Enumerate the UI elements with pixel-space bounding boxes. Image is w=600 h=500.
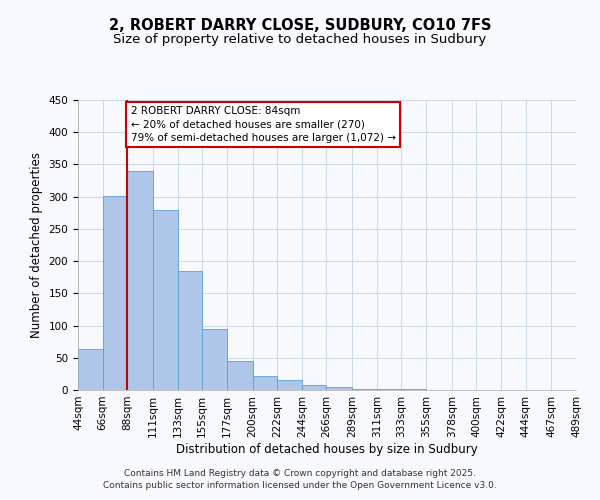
- Bar: [178, 271, 202, 390]
- Text: Contains public sector information licensed under the Open Government Licence v3: Contains public sector information licen…: [103, 481, 497, 490]
- Bar: [253, 376, 277, 390]
- Bar: [78, 350, 103, 390]
- Text: Contains HM Land Registry data © Crown copyright and database right 2025.: Contains HM Land Registry data © Crown c…: [124, 468, 476, 477]
- Y-axis label: Number of detached properties: Number of detached properties: [30, 152, 43, 338]
- Bar: [103, 196, 127, 390]
- Bar: [127, 171, 153, 390]
- Text: 2 ROBERT DARRY CLOSE: 84sqm
← 20% of detached houses are smaller (270)
79% of se: 2 ROBERT DARRY CLOSE: 84sqm ← 20% of det…: [131, 106, 395, 143]
- Text: Size of property relative to detached houses in Sudbury: Size of property relative to detached ho…: [113, 32, 487, 46]
- X-axis label: Distribution of detached houses by size in Sudbury: Distribution of detached houses by size …: [176, 442, 478, 456]
- Text: 2, ROBERT DARRY CLOSE, SUDBURY, CO10 7FS: 2, ROBERT DARRY CLOSE, SUDBURY, CO10 7FS: [109, 18, 491, 32]
- Bar: [153, 210, 178, 390]
- Bar: [326, 387, 352, 390]
- Bar: [277, 380, 302, 390]
- Bar: [227, 361, 253, 390]
- Bar: [302, 386, 326, 390]
- Bar: [352, 388, 377, 390]
- Bar: [202, 329, 227, 390]
